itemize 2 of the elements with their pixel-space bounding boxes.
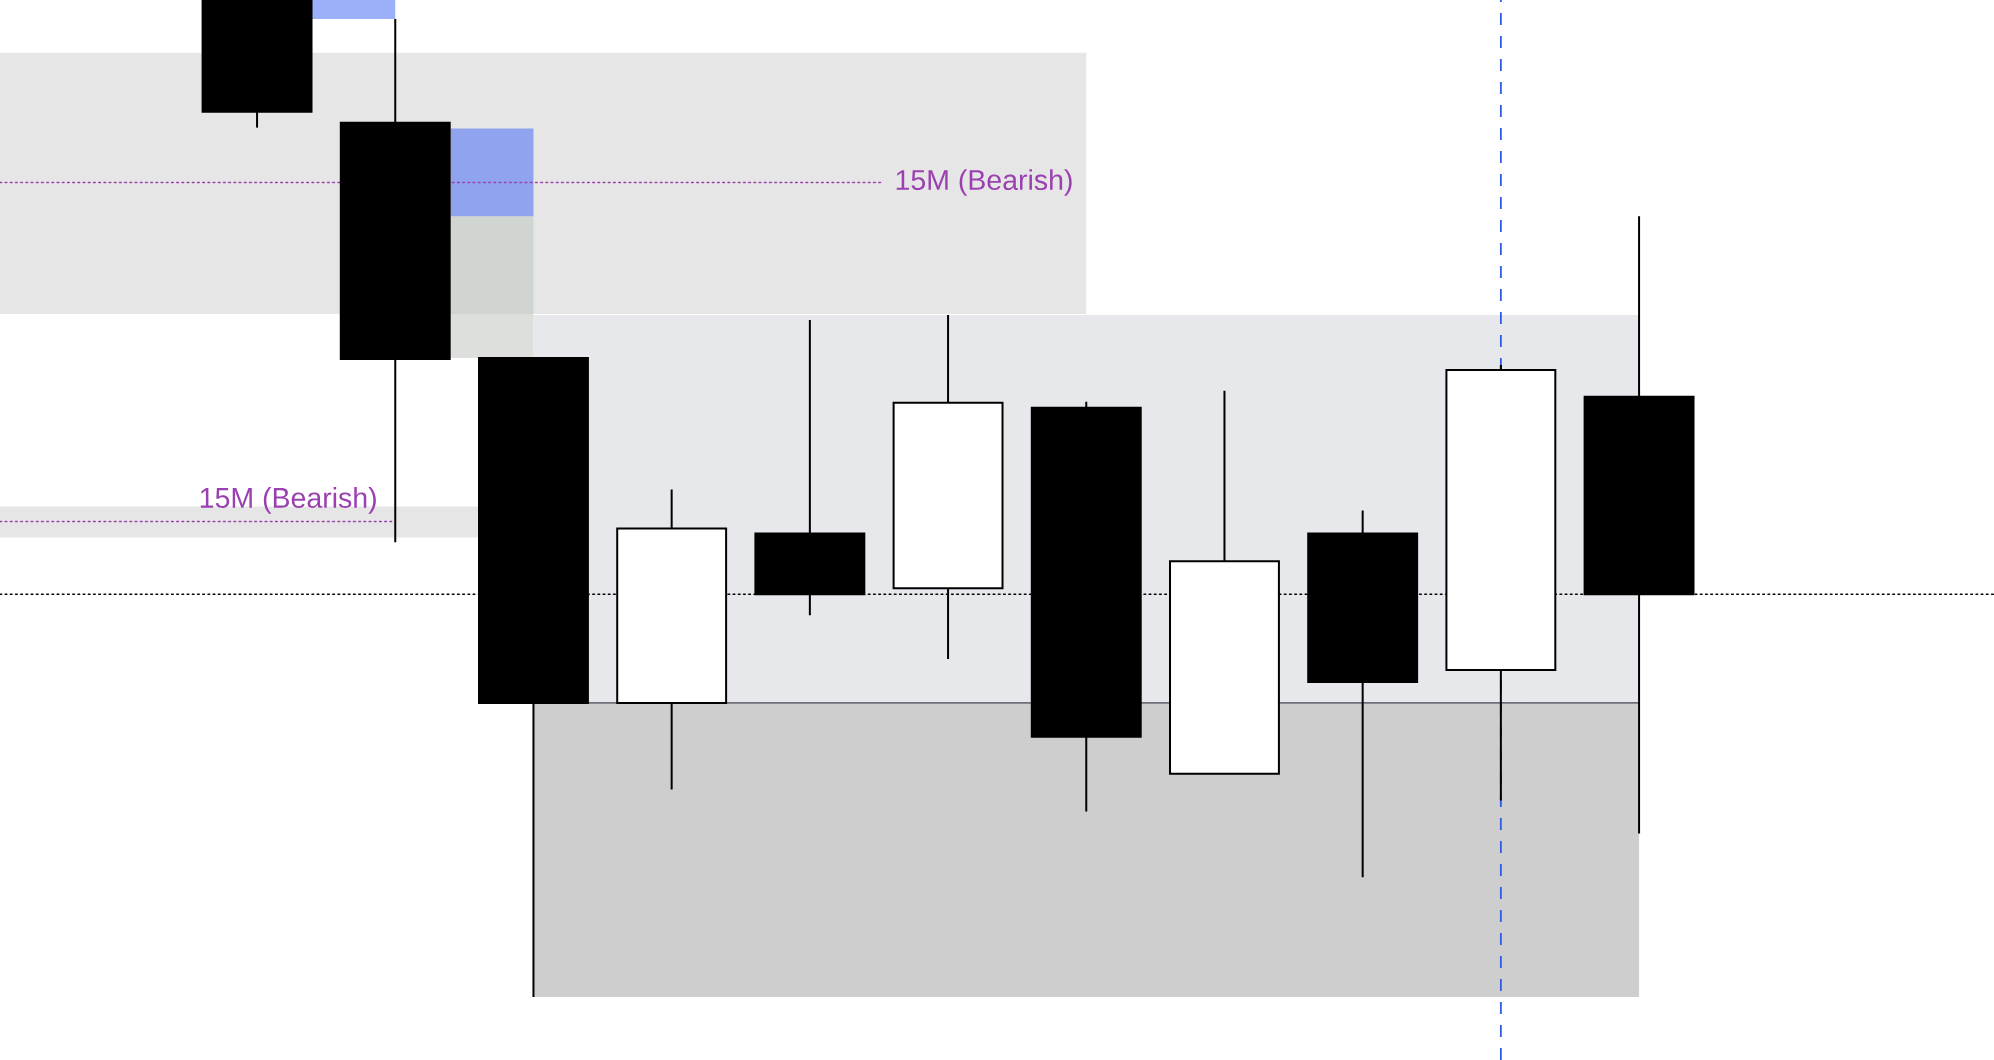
ref-line-label: 15M (Bearish) — [200, 487, 376, 514]
ref-line-label: 15M (Bearish) — [896, 169, 1072, 196]
